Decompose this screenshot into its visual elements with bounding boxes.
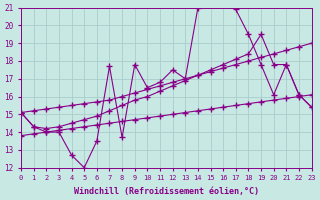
X-axis label: Windchill (Refroidissement éolien,°C): Windchill (Refroidissement éolien,°C) [74, 187, 259, 196]
